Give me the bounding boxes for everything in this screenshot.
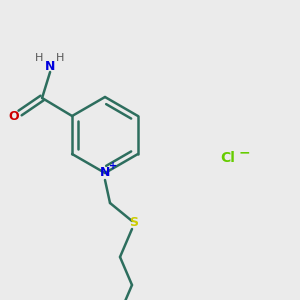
Text: H: H: [56, 53, 64, 63]
Text: N: N: [100, 167, 110, 179]
Text: H: H: [35, 53, 43, 63]
Text: −: −: [238, 145, 250, 159]
Text: +: +: [109, 161, 117, 171]
Text: S: S: [130, 217, 139, 230]
Text: Cl: Cl: [220, 151, 236, 165]
Text: O: O: [9, 110, 20, 122]
Text: N: N: [45, 61, 55, 74]
